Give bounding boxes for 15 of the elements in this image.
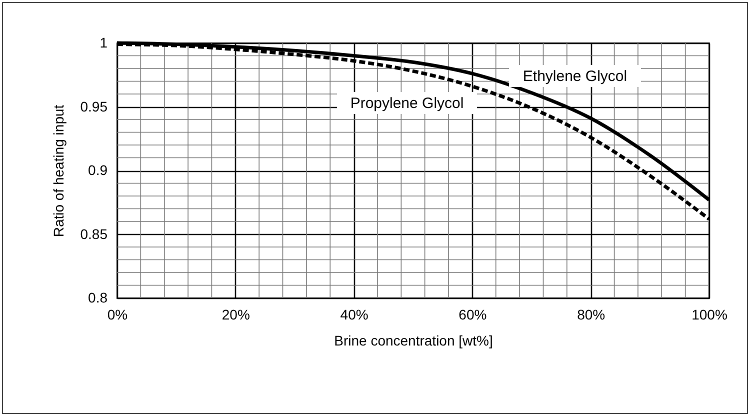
x-tick-label: 20%: [222, 306, 250, 322]
x-axis-title: Brine concentration [wt%]: [334, 332, 493, 348]
x-tick-label: 60%: [458, 306, 487, 322]
y-tick-label: 0.8: [88, 290, 108, 306]
x-tick-label: 40%: [340, 306, 368, 322]
y-tick-label: 0.85: [80, 226, 108, 242]
y-tick-label: 0.95: [80, 98, 108, 114]
series-label: Ethylene Glycol: [522, 68, 628, 85]
y-tick-label: 1: [100, 34, 108, 50]
x-tick-label: 0%: [107, 306, 128, 322]
y-tick-label: 0.9: [88, 162, 108, 178]
series-label: Propylene Glycol: [350, 95, 464, 112]
x-tick-label: 80%: [577, 306, 606, 322]
y-axis-title: Ratio of heating input: [50, 104, 66, 238]
x-tick-label: 100%: [692, 306, 728, 322]
